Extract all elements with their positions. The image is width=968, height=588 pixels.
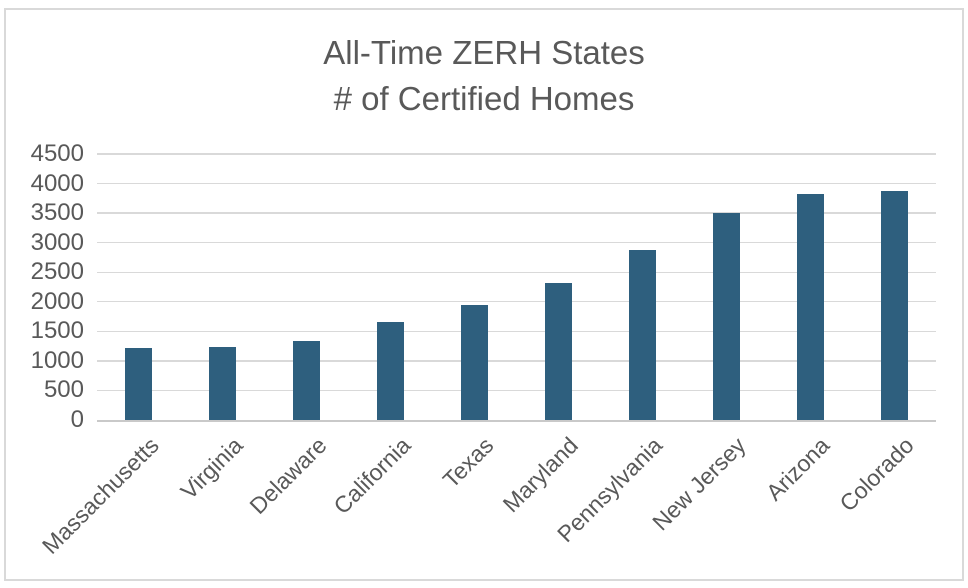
chart-title: All-Time ZERH States # of Certified Home… [6,30,962,122]
gridline [97,360,936,362]
x-axis-tick-label: Maryland [497,432,583,518]
bar-colorado [880,191,908,420]
x-axis-tick-label: Colorado [834,432,919,517]
x-axis-line [97,420,936,422]
y-axis-tick-label: 0 [70,406,84,433]
bar-delaware [293,341,321,420]
x-axis-tick-label: Delaware [244,432,332,520]
y-axis-tick-label: 3000 [30,228,84,256]
chart-frame: All-Time ZERH States # of Certified Home… [4,8,964,581]
y-axis-tick-label: 500 [43,376,84,404]
y-axis-tick-label: 4000 [30,169,84,197]
gridline [97,271,936,273]
y-axis-tick-label: 2500 [30,258,84,286]
bar-arizona [796,193,824,420]
gridline [97,389,936,392]
x-axis-tick-label: Arizona [761,432,835,506]
gridline [97,301,936,303]
gridline [97,182,936,185]
gridline [97,330,936,333]
gridline [97,241,936,244]
x-axis-tick-label: Texas [438,432,499,493]
gridline [97,153,936,155]
chart-title-line2: # of Certified Homes [333,80,635,117]
bar-maryland [544,282,572,420]
y-axis-tick-label: 4500 [30,140,84,167]
bar-texas [461,304,489,420]
y-axis-tick-label: 1500 [30,317,84,345]
x-axis-tick-label: Massachusetts [36,432,164,559]
y-axis-tick-label: 2000 [30,287,84,315]
y-axis-tick-label: 1000 [30,346,84,374]
gridline [97,212,936,214]
plot-area: 0 500 1000 1500 2000 2500 3000 3500 4000 4500 Mass… [31,141,936,559]
bar-massachusetts [125,347,153,420]
x-axis-tick-label: Virginia [174,432,248,505]
x-axis-tick-label: California [327,432,416,520]
bar-virginia [209,347,237,420]
chart-title-line1: All-Time ZERH States [323,34,645,71]
bar-pennsylvania [628,250,656,420]
bar-new-jersey [712,212,740,420]
bar-california [377,322,405,420]
y-axis-tick-label: 3500 [30,199,84,227]
